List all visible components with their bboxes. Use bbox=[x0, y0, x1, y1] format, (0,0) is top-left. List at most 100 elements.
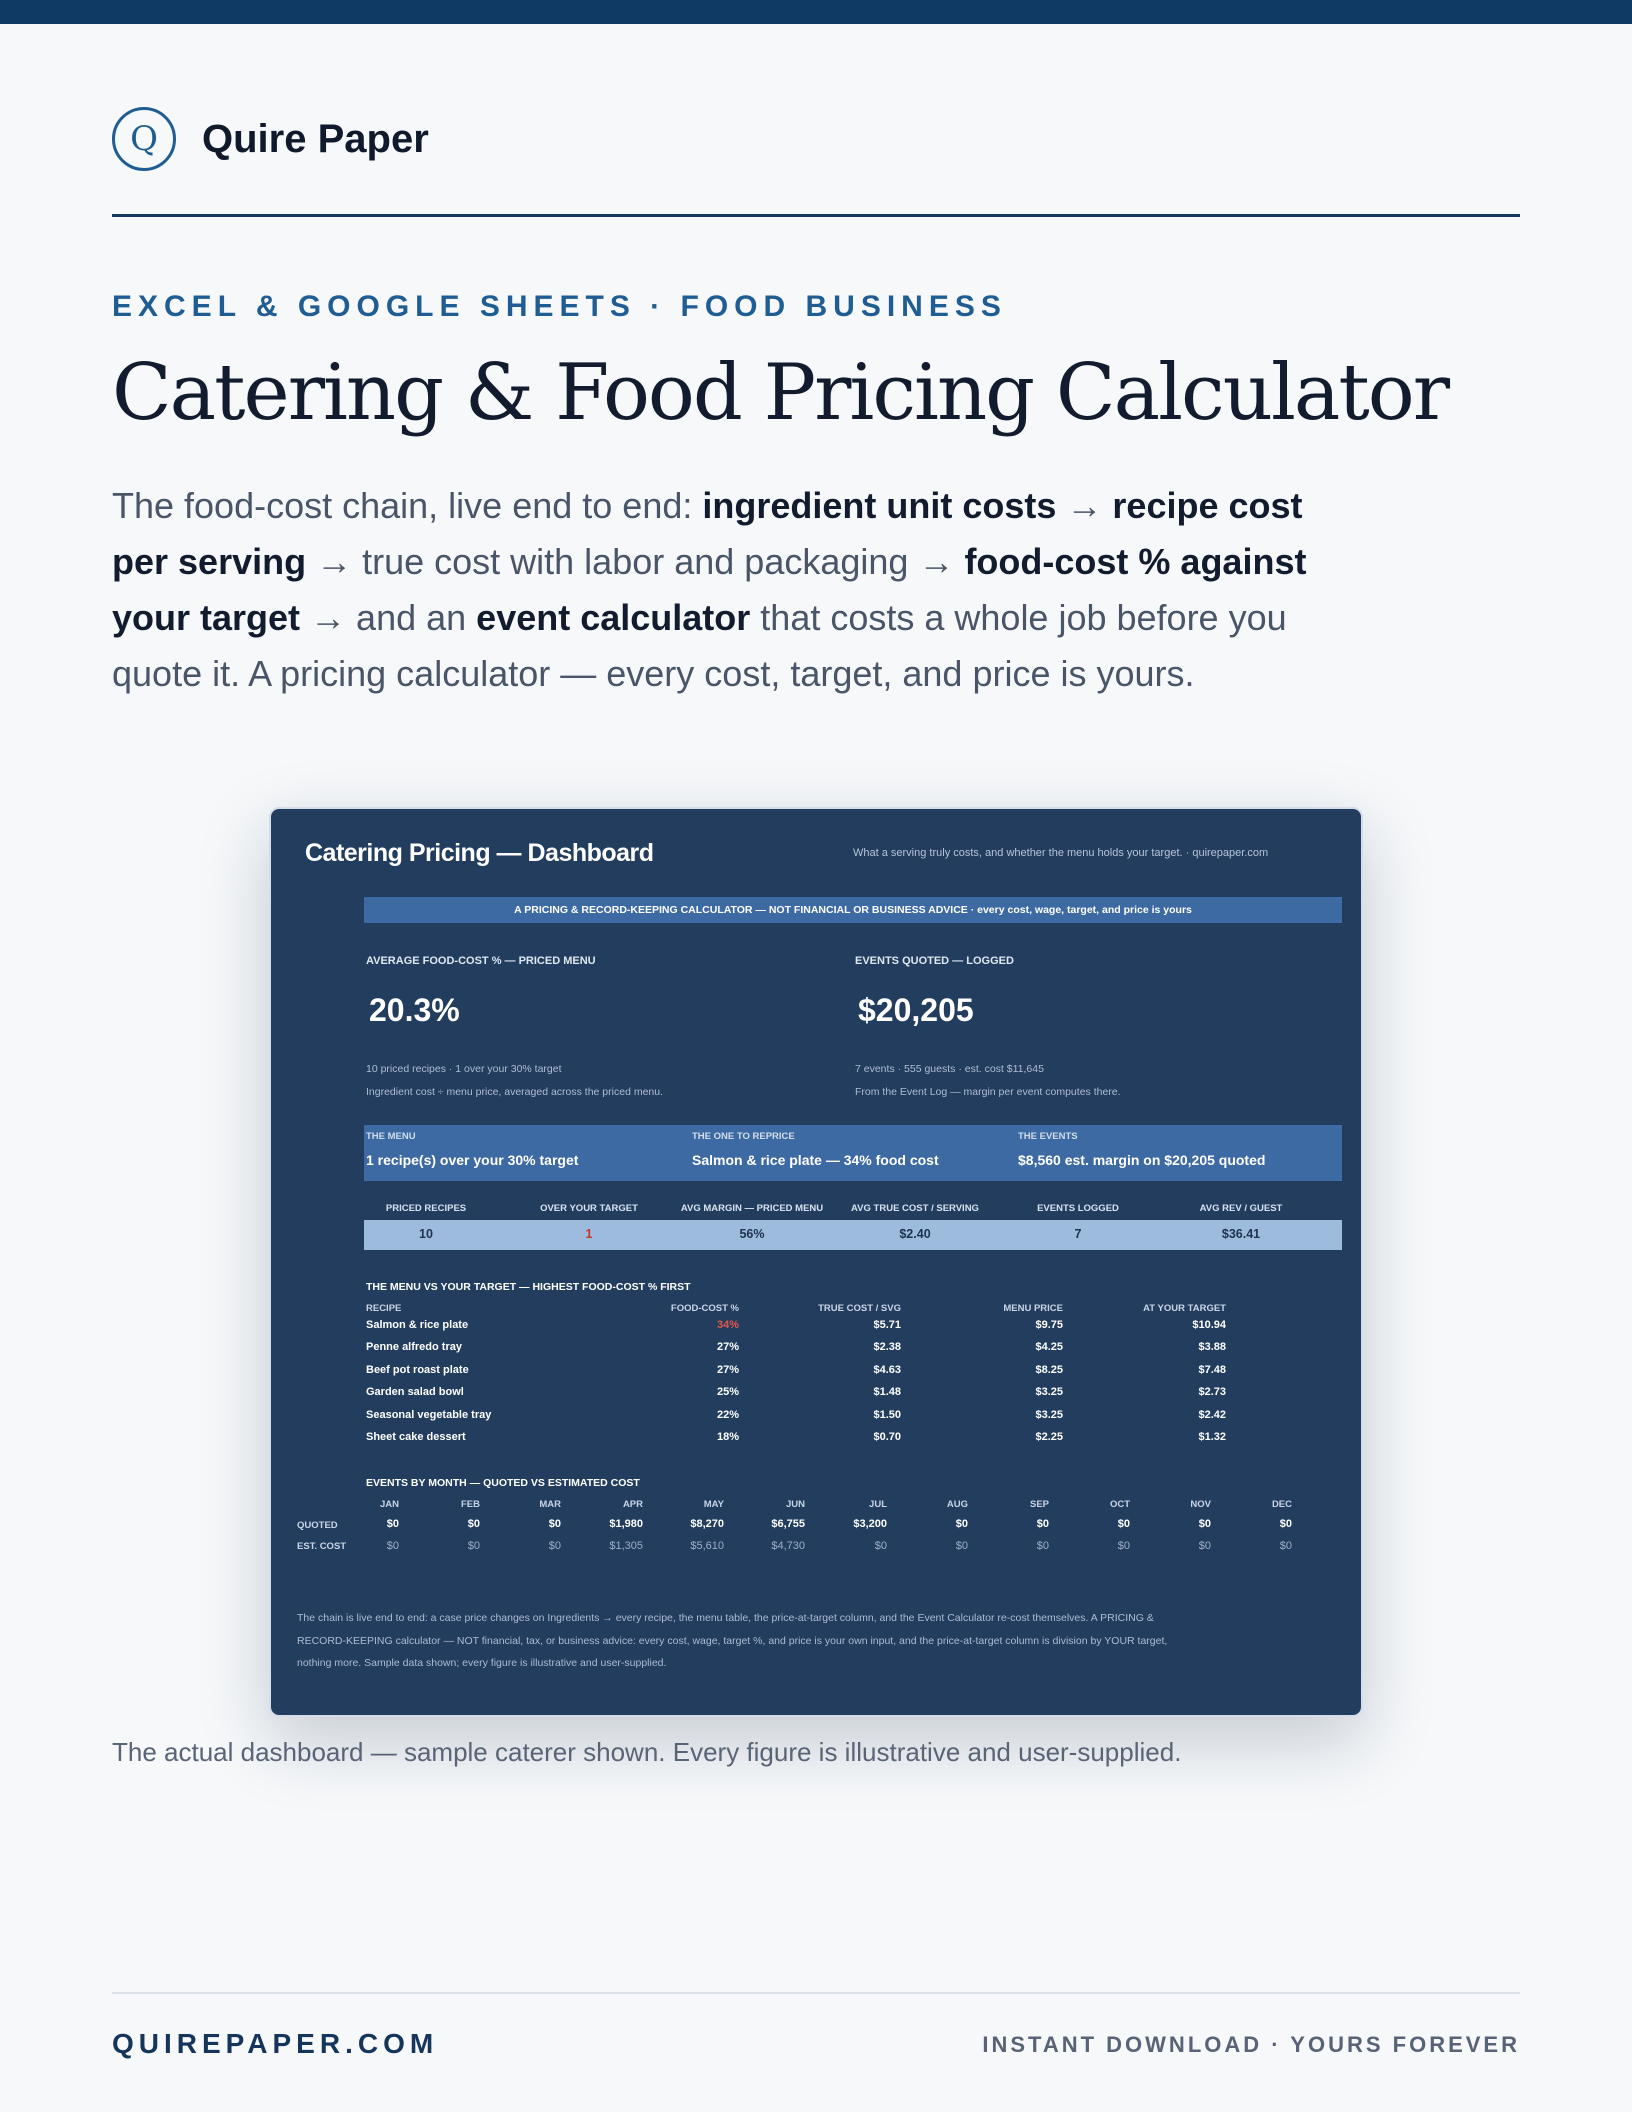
menu-column-header: FOOD-COST % bbox=[670, 1303, 739, 1314]
footer-divider bbox=[112, 1992, 1520, 1994]
menu-row-cell: $4.25 bbox=[1035, 1341, 1063, 1354]
menu-row-cell: $2.25 bbox=[1035, 1431, 1063, 1443]
header-divider bbox=[112, 214, 1520, 217]
brand[interactable]: Q Quire Paper bbox=[112, 102, 429, 176]
insight-value: Salmon & rice plate — 34% food cost bbox=[692, 1152, 939, 1168]
top-accent-bar bbox=[0, 0, 1632, 24]
stat-value: 7 bbox=[1074, 1227, 1082, 1241]
cost-month-value: $4,730 bbox=[771, 1540, 805, 1552]
lede-emphasis: ingredient unit costs bbox=[702, 485, 1057, 526]
menu-row-cell: $3.88 bbox=[1198, 1341, 1226, 1354]
kpi-food-cost-sub2: Ingredient cost ÷ menu price, averaged a… bbox=[366, 1086, 664, 1098]
insight-label: THE MENU bbox=[366, 1131, 416, 1142]
page-title: Catering & Food Pricing Calculator bbox=[112, 348, 1450, 438]
quoted-month-value: $0 bbox=[1036, 1518, 1049, 1530]
menu-row-cell: $3.25 bbox=[1035, 1408, 1063, 1421]
dashboard-title: Catering Pricing — Dashboard bbox=[305, 839, 654, 867]
cost-month-value: $1,305 bbox=[609, 1540, 643, 1552]
month-label: AUG bbox=[946, 1499, 968, 1510]
menu-row-recipe: Sheet cake dessert bbox=[366, 1431, 466, 1443]
lede-emphasis: food-cost % against your target bbox=[112, 541, 1307, 638]
menu-row-cell: 34% bbox=[716, 1319, 739, 1331]
menu-row-cell: 25% bbox=[716, 1386, 739, 1399]
dashboard-fineprint: The chain is live end to end: a case pri… bbox=[297, 1612, 1168, 1669]
cost-row-label: EST. COST bbox=[297, 1541, 347, 1552]
menu-row-recipe: Garden salad bowl bbox=[366, 1386, 464, 1399]
menu-row-cell: $1.50 bbox=[873, 1408, 901, 1421]
stat-value: 10 bbox=[419, 1227, 433, 1241]
footer-site-link[interactable]: QUIREPAPER.COM bbox=[112, 2028, 439, 2059]
lede-text: that costs a whole job before you quote … bbox=[112, 597, 1287, 694]
menu-row-cell: $2.42 bbox=[1198, 1408, 1226, 1421]
menu-row-recipe: Beef pot roast plate bbox=[366, 1363, 469, 1376]
month-label: DEC bbox=[1271, 1499, 1292, 1510]
quoted-month-value: $0 bbox=[955, 1518, 968, 1530]
quoted-month-value: $0 bbox=[548, 1518, 561, 1530]
dashboard-screenshot: Catering Pricing — Dashboard What a serv… bbox=[269, 807, 1363, 1717]
lede-emphasis: recipe cost per serving bbox=[112, 485, 1303, 582]
footer-tagline: INSTANT DOWNLOAD · YOURS FOREVER bbox=[982, 2032, 1520, 2057]
stat-value: 56% bbox=[739, 1227, 765, 1241]
menu-column-header: TRUE COST / SVG bbox=[818, 1303, 901, 1314]
menu-row-cell: $4.63 bbox=[873, 1363, 901, 1376]
menu-row-cell: 22% bbox=[716, 1408, 739, 1421]
month-label: APR bbox=[622, 1499, 643, 1510]
menu-row-cell: $9.75 bbox=[1035, 1319, 1063, 1331]
screenshot-caption: The actual dashboard — sample caterer sh… bbox=[112, 1737, 1182, 1767]
cost-month-value: $0 bbox=[1117, 1540, 1130, 1552]
menu-row-recipe: Salmon & rice plate bbox=[366, 1319, 469, 1331]
month-label: JUN bbox=[785, 1499, 805, 1510]
kpi-food-cost-value: 20.3% bbox=[369, 992, 460, 1028]
stat-header: AVG REV / GUEST bbox=[1199, 1203, 1283, 1214]
cost-month-value: $0 bbox=[386, 1540, 399, 1552]
cost-month-value: $5,610 bbox=[690, 1540, 724, 1552]
cost-month-value: $0 bbox=[874, 1540, 887, 1552]
menu-table-title: THE MENU VS YOUR TARGET — HIGHEST FOOD-C… bbox=[366, 1281, 691, 1293]
lede-text: → and an bbox=[300, 597, 477, 638]
quoted-month-value: $3,200 bbox=[853, 1518, 887, 1530]
month-label: OCT bbox=[1109, 1499, 1130, 1510]
month-label: MAY bbox=[703, 1499, 724, 1510]
month-label: JUL bbox=[869, 1499, 887, 1510]
menu-row-cell: $2.38 bbox=[873, 1341, 901, 1354]
cost-month-value: $0 bbox=[1036, 1540, 1049, 1552]
lede-emphasis: event calculator bbox=[476, 597, 751, 638]
menu-column-header: RECIPE bbox=[366, 1303, 402, 1314]
stat-value: 1 bbox=[585, 1227, 593, 1241]
stat-value: $2.40 bbox=[899, 1227, 931, 1241]
cost-month-value: $0 bbox=[548, 1540, 561, 1552]
stat-bar bbox=[364, 1220, 1342, 1250]
quoted-month-value: $0 bbox=[1198, 1518, 1211, 1530]
brand-logo-mark: Q bbox=[112, 107, 176, 171]
menu-row-cell: $0.70 bbox=[873, 1431, 901, 1443]
brand-name: Quire Paper bbox=[202, 116, 429, 161]
insight-label: THE ONE TO REPRICE bbox=[692, 1131, 795, 1142]
dashboard-tagline: What a serving truly costs, and whether … bbox=[853, 847, 1269, 859]
months-title: EVENTS BY MONTH — QUOTED VS ESTIMATED CO… bbox=[366, 1477, 640, 1489]
kpi-food-cost-label: AVERAGE FOOD-COST % — PRICED MENU bbox=[366, 955, 596, 967]
quoted-month-value: $0 bbox=[1117, 1518, 1130, 1530]
menu-row-cell: $2.73 bbox=[1198, 1386, 1226, 1399]
menu-column-header: AT YOUR TARGET bbox=[1143, 1303, 1226, 1314]
insight-value: $8,560 est. margin on $20,205 quoted bbox=[1018, 1152, 1266, 1168]
menu-row-cell: $8.25 bbox=[1035, 1363, 1063, 1376]
month-label: NOV bbox=[1190, 1499, 1211, 1510]
cost-month-value: $0 bbox=[955, 1540, 968, 1552]
menu-row-cell: $10.94 bbox=[1192, 1319, 1226, 1331]
insight-label: THE EVENTS bbox=[1018, 1131, 1078, 1142]
stat-header: OVER YOUR TARGET bbox=[540, 1203, 638, 1214]
quoted-month-value: $1,980 bbox=[609, 1518, 643, 1530]
menu-row-cell: 27% bbox=[716, 1363, 739, 1376]
menu-row-cell: 27% bbox=[716, 1341, 739, 1354]
quoted-month-value: $6,755 bbox=[771, 1518, 805, 1530]
insight-value: 1 recipe(s) over your 30% target bbox=[366, 1152, 579, 1168]
menu-row-recipe: Seasonal vegetable tray bbox=[366, 1408, 492, 1421]
menu-row-cell: $5.71 bbox=[873, 1319, 901, 1331]
kpi-events-sub2: From the Event Log — margin per event co… bbox=[855, 1086, 1121, 1098]
month-label: MAR bbox=[539, 1499, 561, 1510]
menu-row-cell: $1.48 bbox=[873, 1386, 901, 1399]
eyebrow-category: EXCEL & GOOGLE SHEETS · FOOD BUSINESS bbox=[112, 290, 1007, 323]
kpi-events-sub1: 7 events · 555 guests · est. cost $11,64… bbox=[855, 1063, 1044, 1075]
cost-month-value: $0 bbox=[467, 1540, 480, 1552]
cost-month-value: $0 bbox=[1198, 1540, 1211, 1552]
